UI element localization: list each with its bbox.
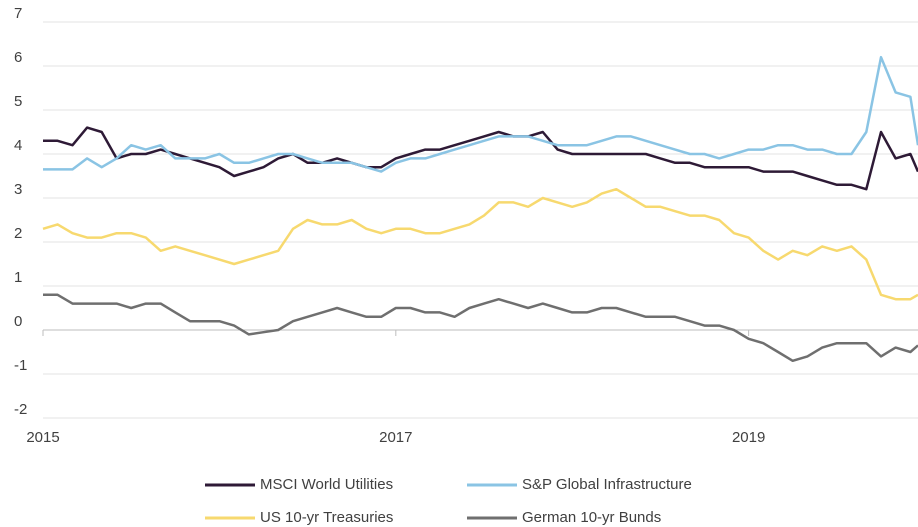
y-tick-label: 1: [14, 269, 22, 286]
x-tick-label: 2015: [26, 429, 59, 446]
series-line: [43, 55, 918, 173]
series-line: [42, 187, 918, 301]
y-tick-label: 7: [14, 5, 22, 22]
x-tick-label: 2019: [732, 429, 765, 446]
legend-label: US 10-yr Treasuries: [260, 509, 393, 526]
y-tick-label: 2: [14, 225, 22, 242]
legend-label: S&P Global Infrastructure: [522, 476, 692, 493]
series-line: [43, 293, 918, 363]
y-tick-label: 6: [14, 49, 22, 66]
x-tick-label: 2017: [379, 429, 412, 446]
legend-label: MSCI World Utilities: [260, 476, 393, 493]
y-tick-label: 0: [14, 313, 22, 330]
y-tick-label: -2: [14, 401, 27, 418]
y-tick-label: 4: [14, 137, 22, 154]
legend-label: German 10-yr Bunds: [522, 509, 661, 526]
y-tick-label: 3: [14, 181, 22, 198]
y-tick-label: -1: [14, 357, 27, 374]
y-tick-label: 5: [14, 93, 22, 110]
